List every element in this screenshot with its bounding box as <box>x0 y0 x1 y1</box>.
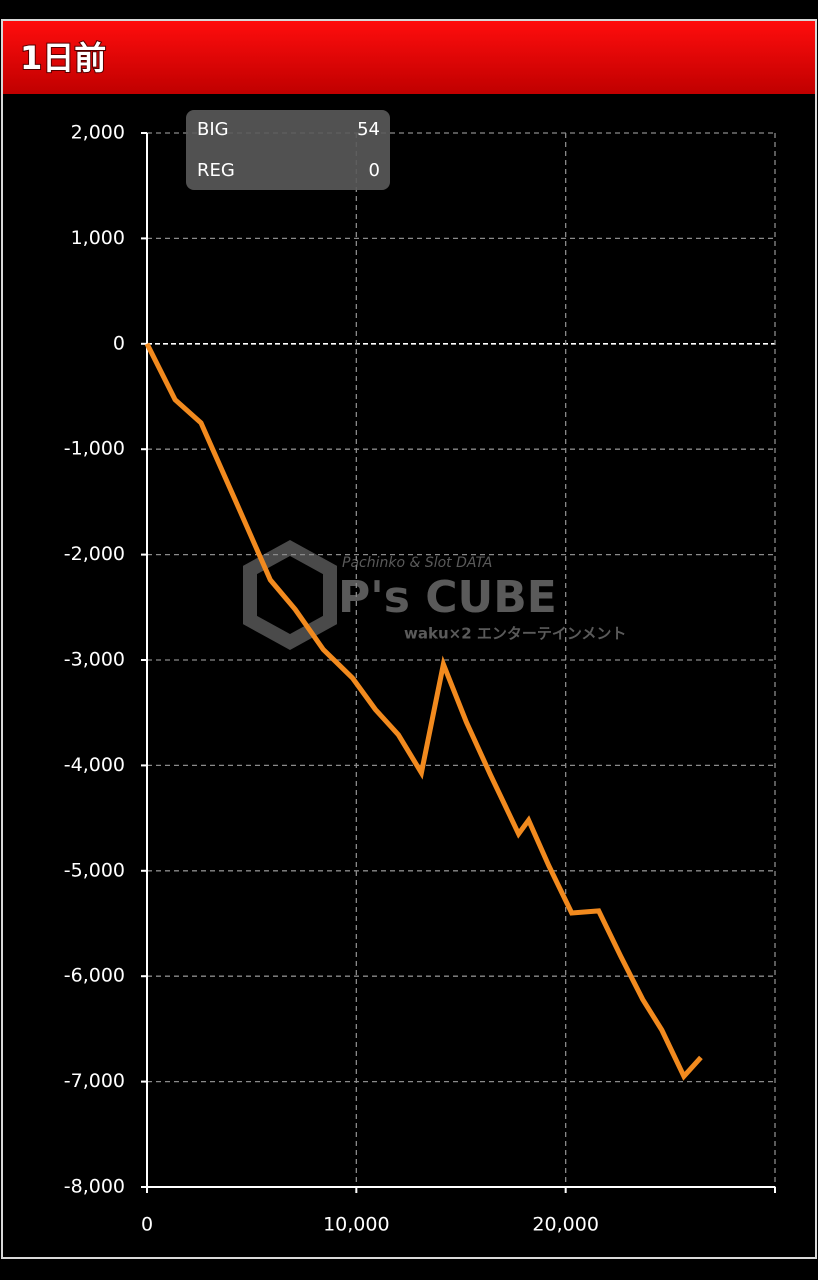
data-line <box>144 342 703 1081</box>
summary-value: 54 <box>357 119 380 140</box>
header-bar <box>3 21 815 94</box>
plot: 2,000 1,000 0 -1,000 -2,000 -3,000 -4,000 -5,00… <box>64 122 776 1236</box>
y-tick-label: -3,000 <box>64 649 125 671</box>
watermark: Pachinko & Slot DATA P's CUBE waku×2 エンタ… <box>243 540 626 650</box>
summary-box <box>186 110 390 190</box>
y-tick-label: -6,000 <box>64 965 125 987</box>
y-tick-label: 0 <box>113 332 125 354</box>
watermark-brand: P's CUBE <box>338 572 557 623</box>
summary-label: BIG <box>197 119 229 140</box>
summary-label: REG <box>197 160 235 181</box>
watermark-logo <box>243 540 337 650</box>
y-tick-label: -8,000 <box>64 1176 125 1198</box>
summary-value: 0 <box>369 160 380 181</box>
watermark-tagline: Pachinko & Slot DATA <box>342 555 492 571</box>
y-tick-label: 1,000 <box>71 227 125 249</box>
y-tick-label: -4,000 <box>64 754 125 776</box>
y-tick-label: -5,000 <box>64 859 125 881</box>
x-tick-label: 10,000 <box>323 1214 389 1236</box>
y-tick-label: -7,000 <box>64 1070 125 1092</box>
summary: BIG 54 REG 0 <box>197 119 380 181</box>
watermark-slogan: waku×2 エンターテインメント <box>404 625 626 643</box>
y-tick-label: -2,000 <box>64 543 125 565</box>
x-tick-label: 20,000 <box>532 1214 598 1236</box>
y-tick-label: -1,000 <box>64 438 125 460</box>
x-tick-label: 0 <box>141 1214 153 1236</box>
y-tick-label: 2,000 <box>71 122 125 144</box>
header-title: 1日前 <box>20 39 106 77</box>
panel <box>1 19 817 1259</box>
